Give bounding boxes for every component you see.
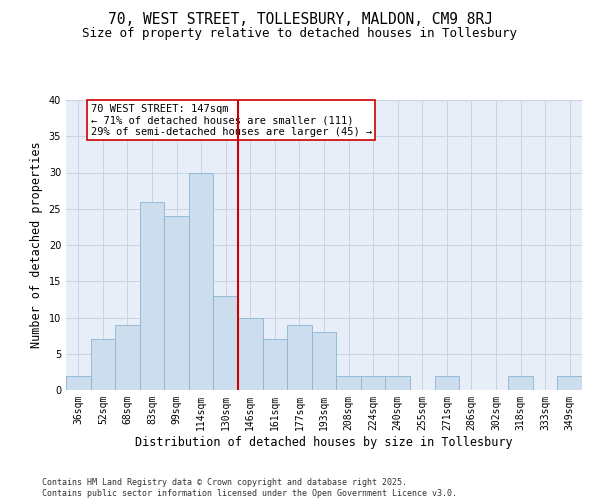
Bar <box>91 339 115 390</box>
Text: 70 WEST STREET: 147sqm
← 71% of detached houses are smaller (111)
29% of semi-de: 70 WEST STREET: 147sqm ← 71% of detached… <box>91 104 372 137</box>
Bar <box>312 332 336 390</box>
Bar <box>66 376 91 390</box>
Bar <box>214 296 238 390</box>
Bar <box>287 325 312 390</box>
Bar <box>115 325 140 390</box>
Bar <box>140 202 164 390</box>
Bar <box>189 172 214 390</box>
Bar <box>557 376 582 390</box>
Text: Size of property relative to detached houses in Tollesbury: Size of property relative to detached ho… <box>83 28 517 40</box>
Bar <box>385 376 410 390</box>
Bar <box>336 376 361 390</box>
Bar <box>238 318 263 390</box>
Bar <box>164 216 189 390</box>
X-axis label: Distribution of detached houses by size in Tollesbury: Distribution of detached houses by size … <box>135 436 513 448</box>
Bar <box>361 376 385 390</box>
Text: Contains HM Land Registry data © Crown copyright and database right 2025.
Contai: Contains HM Land Registry data © Crown c… <box>42 478 457 498</box>
Bar <box>508 376 533 390</box>
Text: 70, WEST STREET, TOLLESBURY, MALDON, CM9 8RJ: 70, WEST STREET, TOLLESBURY, MALDON, CM9… <box>107 12 493 28</box>
Y-axis label: Number of detached properties: Number of detached properties <box>30 142 43 348</box>
Bar <box>263 339 287 390</box>
Bar <box>434 376 459 390</box>
